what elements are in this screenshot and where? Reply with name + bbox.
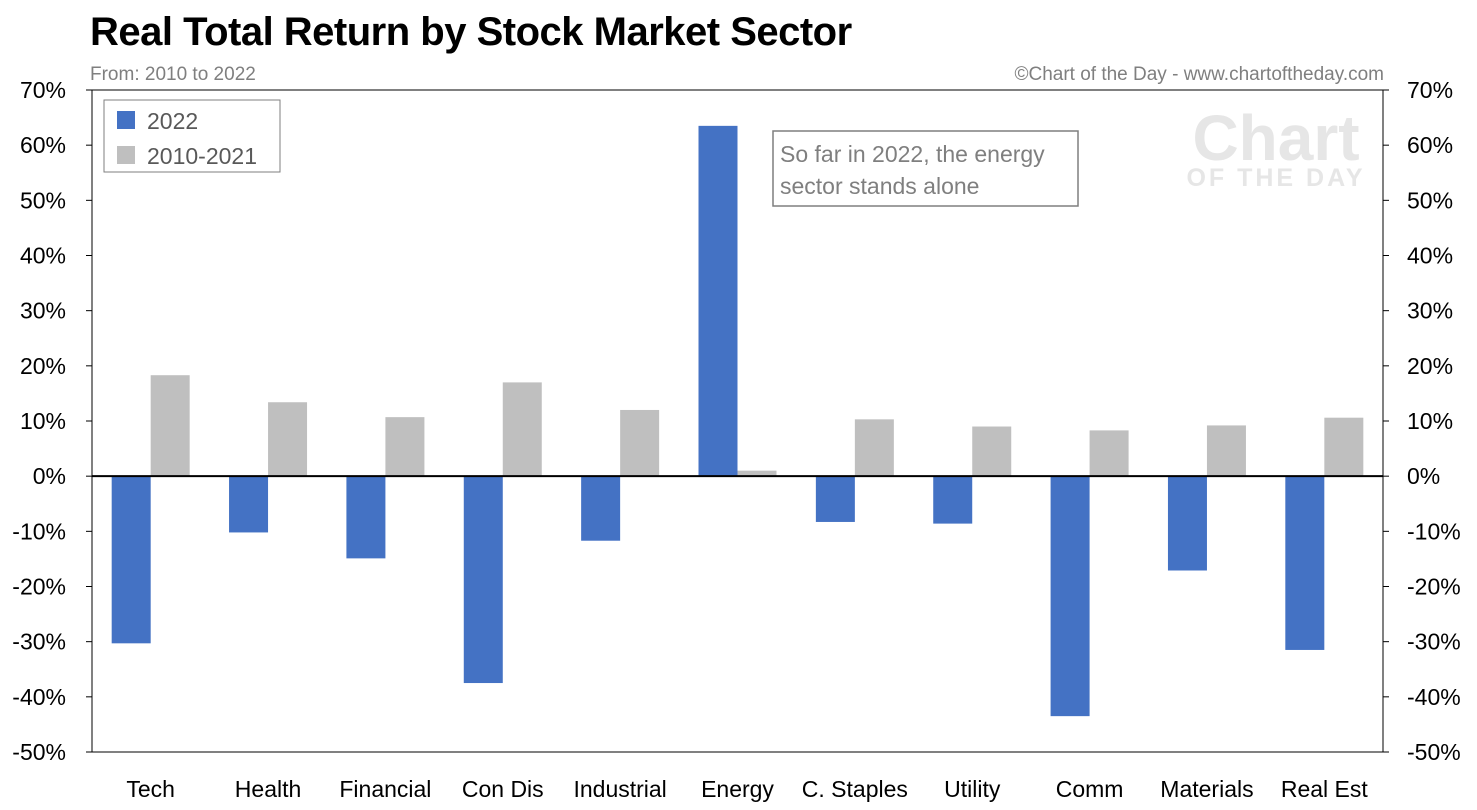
bars bbox=[111, 125, 1364, 717]
y-tick-label-left: 50% bbox=[20, 187, 66, 213]
bar-2022-con-dis bbox=[463, 476, 503, 684]
bar-2022-comm bbox=[1050, 476, 1090, 717]
x-tick-label: Energy bbox=[701, 776, 774, 802]
legend: 2022 2010-2021 bbox=[103, 99, 281, 173]
y-tick-label-right: 50% bbox=[1407, 187, 1453, 213]
bar-2022-real-est bbox=[1285, 476, 1325, 650]
bar-2010-2021-comm bbox=[1089, 430, 1129, 477]
y-tick-label-left: 70% bbox=[20, 77, 66, 103]
y-tick-label-left: -50% bbox=[12, 739, 66, 765]
x-tick-label: Financial bbox=[339, 776, 431, 802]
y-tick-label-right: 30% bbox=[1407, 298, 1453, 324]
y-tick-label-left: 40% bbox=[20, 243, 66, 269]
legend-swatch-2022 bbox=[117, 111, 135, 129]
annotation-box bbox=[772, 130, 1079, 207]
y-tick-label-right: -50% bbox=[1407, 739, 1461, 765]
bar-2022-c-staples bbox=[815, 476, 855, 522]
annotation-line1: So far in 2022, the energy bbox=[780, 141, 1045, 167]
y-tick-label-left: -20% bbox=[12, 574, 66, 600]
bar-2010-2021-utility bbox=[972, 426, 1012, 477]
annotation-line2: sector stands alone bbox=[780, 173, 979, 199]
bar-2022-materials bbox=[1167, 476, 1207, 571]
y-tick-label-right: 70% bbox=[1407, 77, 1453, 103]
y-tick-label-left: 10% bbox=[20, 408, 66, 434]
plot-area-border bbox=[91, 89, 1384, 753]
bar-2010-2021-industrial bbox=[620, 409, 660, 477]
bar-2010-2021-real-est bbox=[1324, 417, 1364, 477]
y-tick-label-right: -10% bbox=[1407, 518, 1461, 544]
legend-swatch-2010-2021 bbox=[117, 146, 135, 164]
y-tick-label-right: 20% bbox=[1407, 353, 1453, 379]
x-tick-label: Real Est bbox=[1281, 776, 1369, 802]
watermark-line2: OF THE DAY bbox=[1186, 164, 1365, 192]
bar-2022-utility bbox=[933, 476, 973, 524]
x-tick-label: Comm bbox=[1056, 776, 1124, 802]
bar-2022-industrial bbox=[581, 476, 621, 541]
x-axis-labels: Tech Health Financial Con Dis Industrial Ener… bbox=[126, 776, 1368, 802]
bar-2010-2021-financial bbox=[385, 417, 425, 477]
y-tick-label-left: -10% bbox=[12, 518, 66, 544]
x-tick-label: Health bbox=[235, 776, 301, 802]
y-axis-left: -50% -40% -30% -20% -10% 0% 10% 20% 30% 40% 50% 60%… bbox=[12, 77, 92, 765]
chart-credit: ©Chart of the Day - www.chartoftheday.co… bbox=[1014, 64, 1384, 85]
bar-2022-health bbox=[229, 476, 269, 533]
y-tick-label-right: 10% bbox=[1407, 408, 1453, 434]
y-tick-label-right: -40% bbox=[1407, 684, 1461, 710]
bar-2010-2021-materials bbox=[1206, 425, 1246, 477]
bar-2022-energy bbox=[698, 125, 738, 477]
y-tick-label-left: -40% bbox=[12, 684, 66, 710]
chart-title: Real Total Return by Stock Market Sector bbox=[90, 10, 852, 54]
x-tick-label: Industrial bbox=[573, 776, 666, 802]
annotation: So far in 2022, the energy sector stands… bbox=[772, 130, 1079, 207]
x-tick-label: Utility bbox=[944, 776, 1001, 802]
bar-2010-2021-energy bbox=[737, 470, 777, 477]
y-tick-label-left: 60% bbox=[20, 132, 66, 158]
legend-label-2022: 2022 bbox=[147, 108, 198, 134]
y-tick-label-right: -20% bbox=[1407, 574, 1461, 600]
watermark-line1: Chart bbox=[1192, 102, 1359, 174]
x-tick-label: Con Dis bbox=[462, 776, 544, 802]
y-tick-label-left: -30% bbox=[12, 629, 66, 655]
y-tick-label-left: 0% bbox=[33, 463, 66, 489]
y-tick-label-right: 60% bbox=[1407, 132, 1453, 158]
y-axis-right: -50% -40% -30% -20% -10% 0% 10% 20% 30% 40% 50% 60%… bbox=[1383, 77, 1461, 765]
bar-2010-2021-c-staples bbox=[854, 419, 894, 477]
y-tick-label-right: 40% bbox=[1407, 243, 1453, 269]
bar-2010-2021-con-dis bbox=[502, 382, 542, 477]
y-tick-label-right: 0% bbox=[1407, 463, 1440, 489]
bar-2010-2021-health bbox=[268, 402, 308, 477]
y-tick-label-left: 20% bbox=[20, 353, 66, 379]
watermark-logo: Chart OF THE DAY bbox=[1186, 102, 1365, 192]
legend-label-2010-2021: 2010-2021 bbox=[147, 143, 257, 169]
x-tick-label: C. Staples bbox=[802, 776, 908, 802]
bar-2010-2021-tech bbox=[150, 375, 190, 477]
x-tick-label: Materials bbox=[1160, 776, 1253, 802]
bar-2022-tech bbox=[111, 476, 151, 644]
y-tick-label-left: 30% bbox=[20, 298, 66, 324]
chart-subtitle: From: 2010 to 2022 bbox=[90, 64, 256, 85]
y-tick-label-right: -30% bbox=[1407, 629, 1461, 655]
bar-2022-financial bbox=[346, 476, 386, 559]
x-tick-label: Tech bbox=[126, 776, 175, 802]
